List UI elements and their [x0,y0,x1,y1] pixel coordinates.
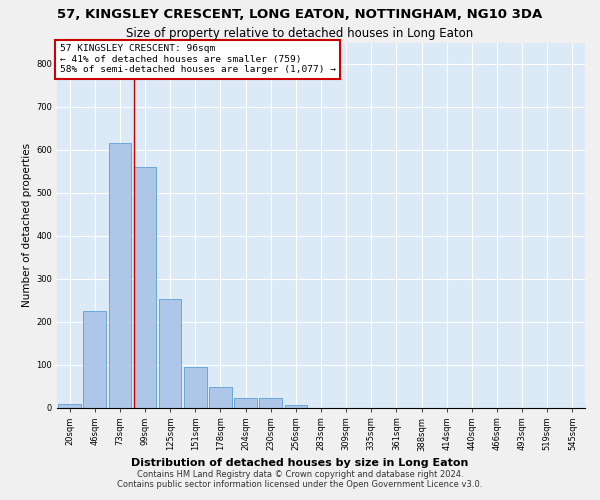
Bar [209,387,232,407]
Text: Size of property relative to detached houses in Long Eaton: Size of property relative to detached ho… [127,28,473,40]
Bar [184,366,206,408]
Text: Distribution of detached houses by size in Long Eaton: Distribution of detached houses by size … [131,458,469,468]
Text: Contains HM Land Registry data © Crown copyright and database right 2024.
Contai: Contains HM Land Registry data © Crown c… [118,470,482,489]
Y-axis label: Number of detached properties: Number of detached properties [22,143,32,307]
Text: 57, KINGSLEY CRESCENT, LONG EATON, NOTTINGHAM, NG10 3DA: 57, KINGSLEY CRESCENT, LONG EATON, NOTTI… [58,8,542,20]
Bar [83,311,106,408]
Bar [134,167,157,408]
Bar [159,300,181,408]
Bar [284,406,307,407]
Text: 57 KINGSLEY CRESCENT: 96sqm
← 41% of detached houses are smaller (759)
58% of se: 57 KINGSLEY CRESCENT: 96sqm ← 41% of det… [59,44,335,74]
Bar [234,398,257,407]
Bar [109,142,131,408]
Bar [58,404,81,407]
Bar [259,398,282,407]
